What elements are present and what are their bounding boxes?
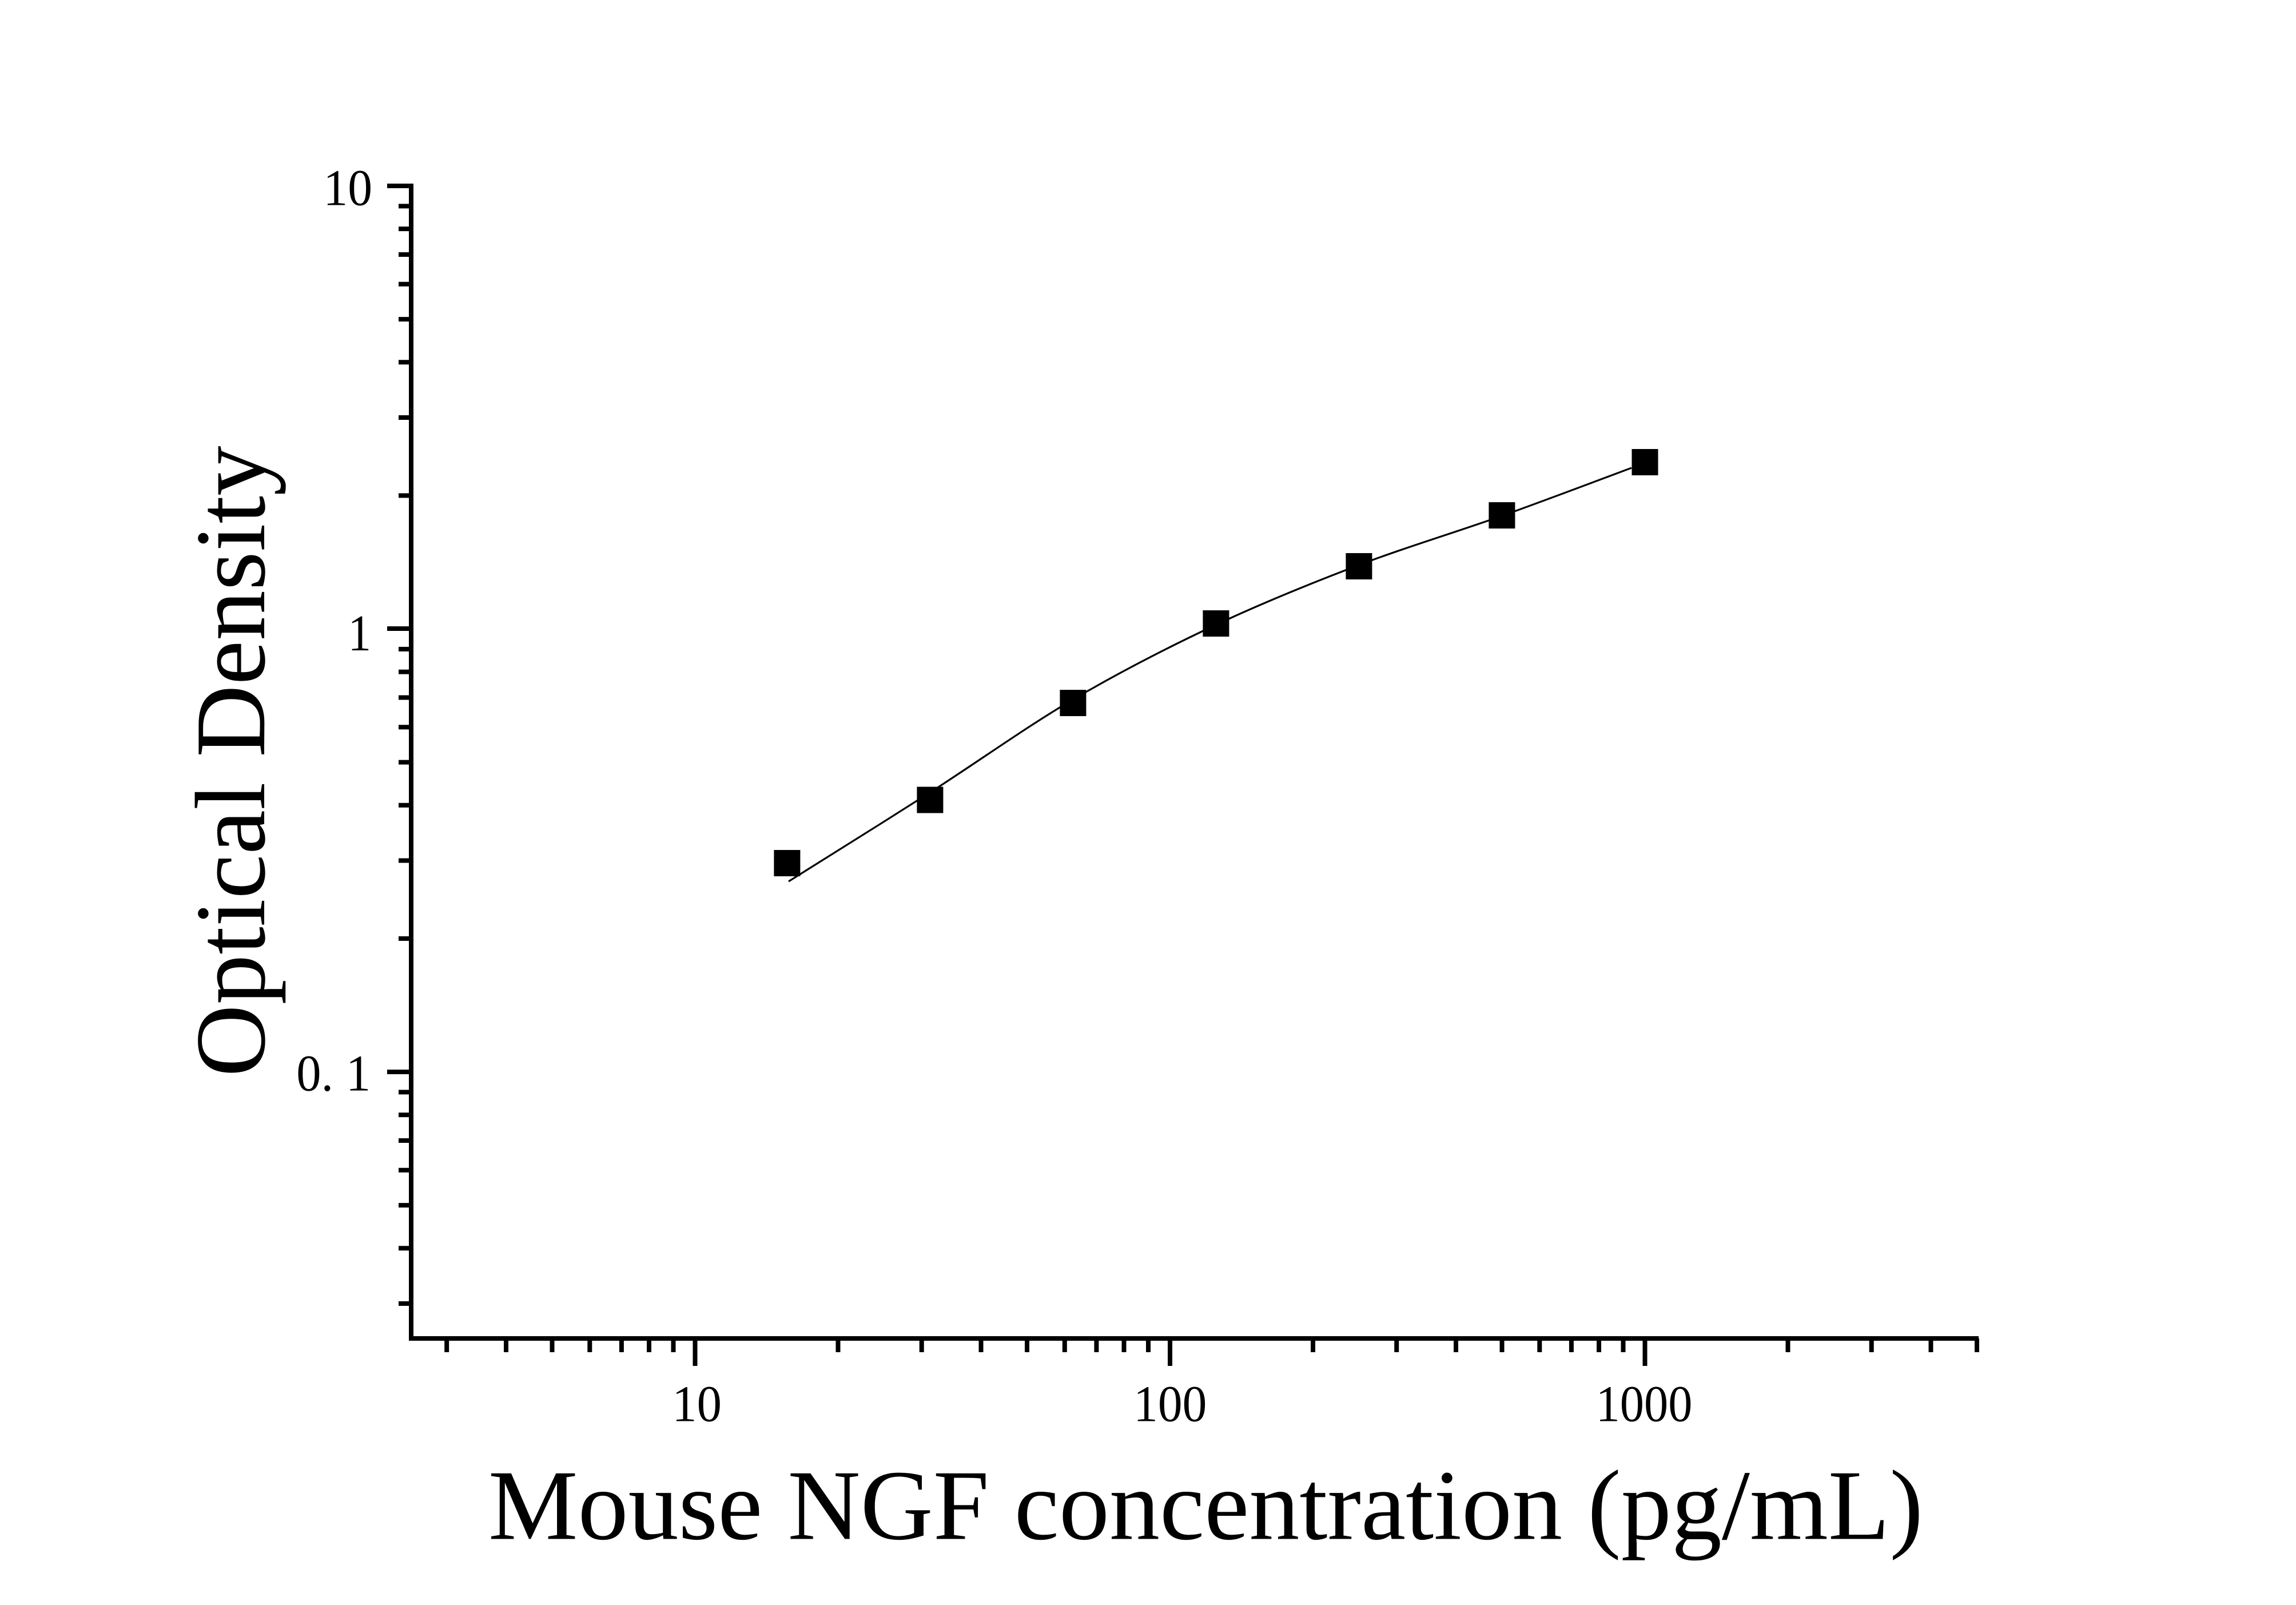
svg-text:10: 10	[672, 1376, 722, 1433]
svg-text:100: 100	[1133, 1376, 1207, 1432]
svg-text:Optical Density: Optical Density	[175, 446, 286, 1076]
svg-text:1: 1	[348, 605, 371, 662]
svg-text:Mouse NGF concentration (pg/mL: Mouse NGF concentration (pg/mL)	[488, 1450, 1923, 1560]
svg-text:0. 1: 0. 1	[296, 1045, 371, 1102]
svg-text:10: 10	[323, 160, 372, 216]
svg-text:1000: 1000	[1596, 1375, 1693, 1432]
